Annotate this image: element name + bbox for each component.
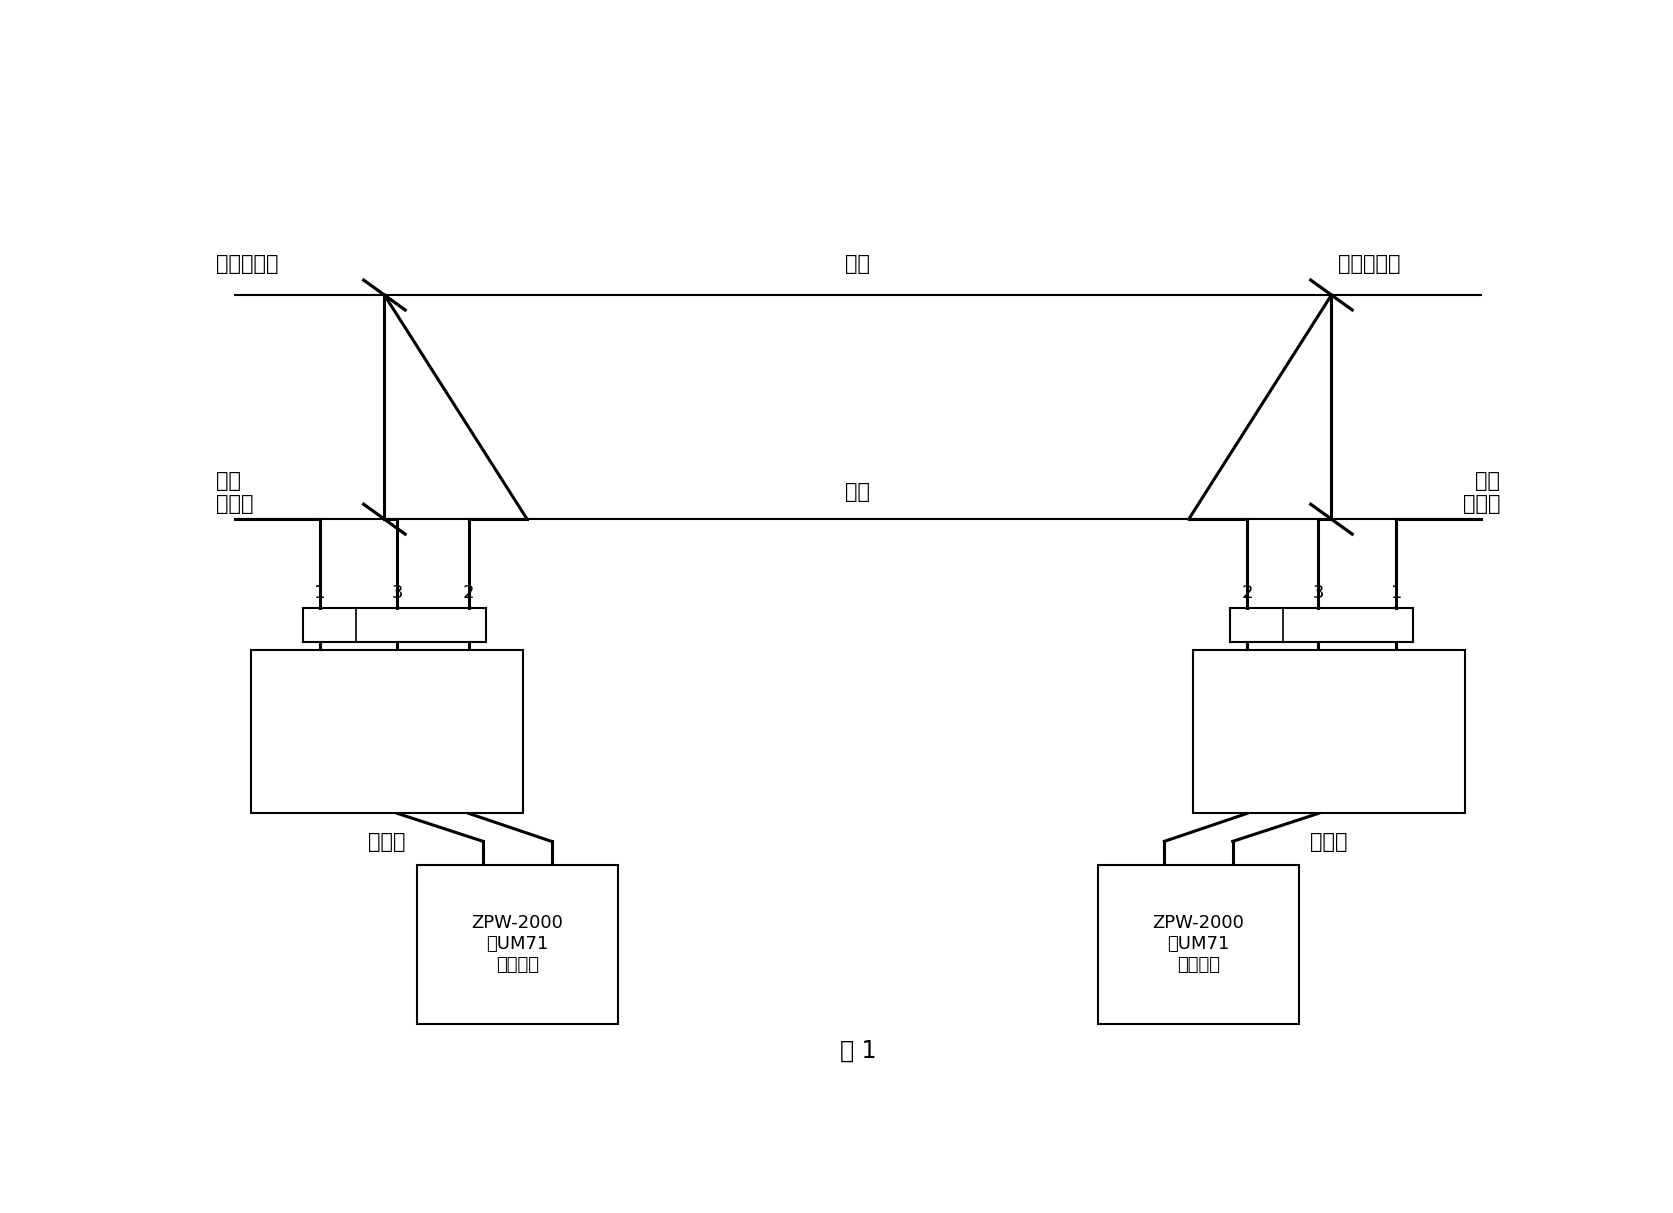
Bar xyxy=(417,865,617,1024)
Text: ZPW-2000
或UM71
发送设备: ZPW-2000 或UM71 发送设备 xyxy=(472,915,564,974)
Text: 3: 3 xyxy=(1312,585,1323,603)
Text: 3: 3 xyxy=(391,585,403,603)
Text: 2: 2 xyxy=(463,585,473,603)
Text: 本电路: 本电路 xyxy=(1310,832,1347,852)
Bar xyxy=(1097,865,1298,1024)
Text: 本电路: 本电路 xyxy=(368,832,405,852)
Text: 中心
连接线: 中心 连接线 xyxy=(216,472,253,514)
Text: 图 1: 图 1 xyxy=(840,1038,875,1063)
Text: 中心
连接线: 中心 连接线 xyxy=(1462,472,1499,514)
Text: 钉轨: 钉轨 xyxy=(845,483,870,502)
Text: 1: 1 xyxy=(1390,585,1402,603)
Bar xyxy=(1191,650,1464,814)
Text: 机械绥缘节: 机械绥缘节 xyxy=(1337,255,1400,274)
Text: 1: 1 xyxy=(313,585,325,603)
Bar xyxy=(251,650,524,814)
Text: ZPW-2000
或UM71
接收设备: ZPW-2000 或UM71 接收设备 xyxy=(1151,915,1243,974)
Text: 机械绥缘节: 机械绥缘节 xyxy=(216,255,278,274)
Text: 2: 2 xyxy=(1241,585,1251,603)
Text: 钉轨: 钉轨 xyxy=(845,255,870,274)
